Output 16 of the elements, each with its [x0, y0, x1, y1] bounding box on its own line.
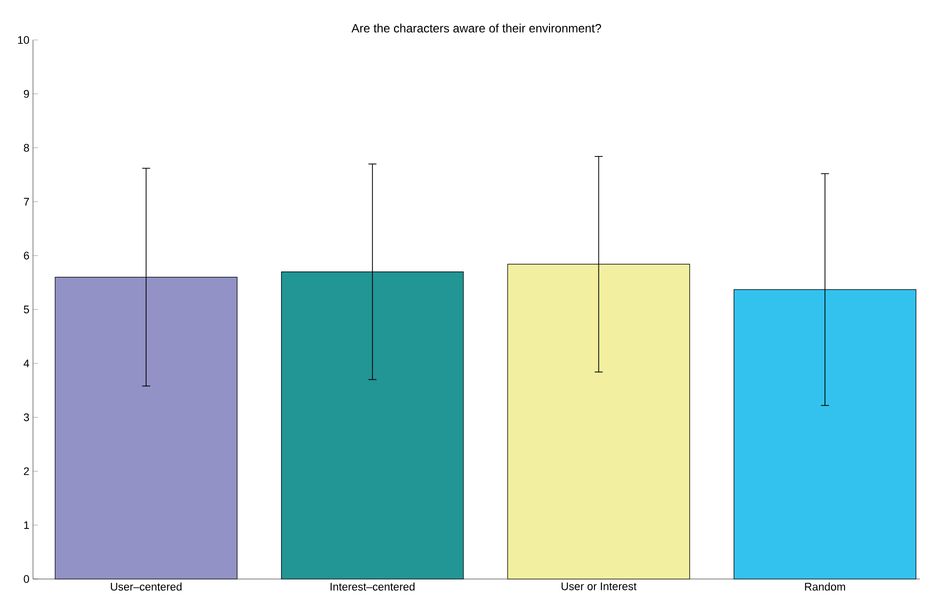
chart-title: Are the characters aware of their environment?: [351, 24, 602, 33]
y-tick-label: 6: [24, 252, 30, 260]
x-tick-label: Random: [805, 582, 846, 591]
y-tick-label: 5: [24, 306, 30, 314]
y-tick-label: 7: [24, 198, 29, 206]
y-tick-label: 9: [24, 90, 29, 98]
y-tick-label: 1: [24, 521, 29, 529]
y-tick-label: 0: [24, 575, 30, 583]
y-tick-label: 8: [24, 144, 30, 152]
y-tick-label: 10: [18, 36, 30, 44]
y-tick-label: 4: [24, 360, 30, 368]
x-tick-label: User–centered: [110, 582, 182, 591]
x-tick-label: Interest–centered: [330, 582, 415, 591]
y-tick-label: 3: [24, 413, 30, 422]
x-tick-label: User or Interest: [562, 582, 636, 590]
y-tick-label: 2: [24, 467, 29, 476]
